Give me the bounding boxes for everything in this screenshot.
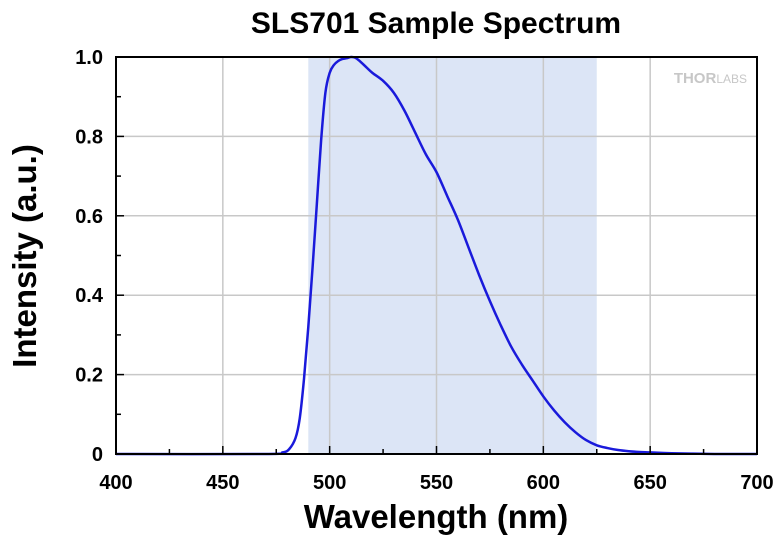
x-tick-label: 650 xyxy=(633,472,666,494)
y-tick-label: 0.4 xyxy=(75,285,104,307)
y-tick-label: 0.6 xyxy=(75,206,103,228)
x-axis-label: Wavelength (nm) xyxy=(304,498,569,535)
y-tick-label: 0 xyxy=(92,444,103,466)
y-tick-label: 1.0 xyxy=(75,47,103,69)
svg-text:THORLABS: THORLABS xyxy=(674,70,747,87)
x-tick-label: 500 xyxy=(313,472,346,494)
x-tick-label: 600 xyxy=(527,472,560,494)
spectrum-line xyxy=(115,55,757,456)
y-tick-label: 0.2 xyxy=(75,365,103,387)
y-tick-label: 0.8 xyxy=(75,126,103,148)
watermark-suffix: LABS xyxy=(716,72,747,86)
thorlabs-watermark: THORLABS xyxy=(674,70,747,87)
x-tick-label: 400 xyxy=(99,472,132,494)
highlight-band xyxy=(308,57,597,454)
x-tick-label: 450 xyxy=(206,472,239,494)
x-tick-label: 550 xyxy=(420,472,453,494)
y-axis-label: Intensity (a.u.) xyxy=(6,144,43,368)
chart-title: SLS701 Sample Spectrum xyxy=(251,7,621,40)
watermark-main: THOR xyxy=(674,70,717,87)
x-tick-label: 700 xyxy=(740,472,773,494)
